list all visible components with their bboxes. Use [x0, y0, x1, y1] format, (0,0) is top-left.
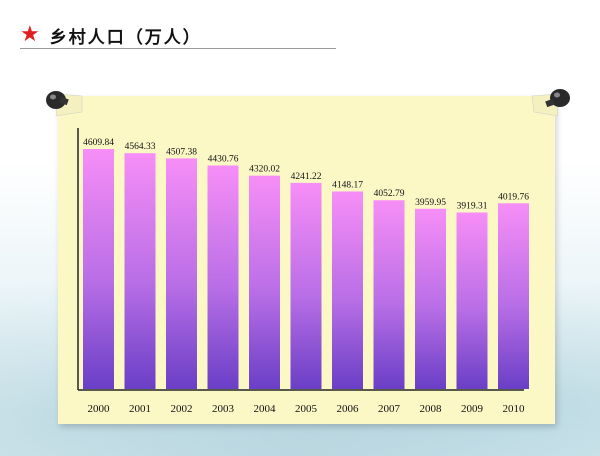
bar-2008: [415, 208, 446, 389]
bar-2010: [498, 203, 529, 389]
slide-header: ★ 乡村人口（万人）: [20, 22, 202, 48]
data-label-2005: 4241.22: [291, 172, 322, 182]
page-title: 乡村人口（万人）: [49, 27, 202, 48]
x-tick-label-2001: 2001: [129, 403, 151, 415]
data-label-2002: 4507.38: [166, 147, 197, 157]
data-label-2004: 4320.02: [249, 165, 280, 175]
bar-2005: [290, 182, 322, 389]
right-pushpin-icon: [531, 89, 570, 117]
red-star-icon: ★: [20, 22, 40, 47]
x-tick-label-2006: 2006: [337, 403, 360, 415]
x-tick-label-2010: 2010: [503, 403, 526, 415]
data-label-2000: 4609.84: [83, 138, 114, 148]
data-label-2006: 4148.17: [332, 180, 363, 190]
data-label-2008: 3959.95: [415, 198, 446, 208]
x-tick-label-2005: 2005: [295, 403, 318, 415]
bar-2002: [166, 158, 197, 389]
bar-2004: [249, 175, 280, 389]
bar-2009: [456, 212, 488, 389]
bar-2000: [83, 149, 114, 389]
x-tick-label-2002: 2002: [171, 403, 193, 415]
left-pushpin-icon: [46, 91, 83, 117]
bar-2007: [373, 200, 405, 389]
data-label-2003: 4430.76: [208, 154, 239, 164]
x-tick-label-2000: 2000: [88, 403, 111, 415]
x-tick-label-2008: 2008: [420, 403, 443, 415]
data-label-2001: 4564.33: [125, 142, 156, 152]
bar-2001: [124, 153, 156, 389]
x-tick-label-2007: 2007: [378, 403, 401, 415]
data-label-2010: 4019.76: [498, 192, 529, 202]
x-tick-label-2003: 2003: [212, 403, 235, 415]
data-label-2009: 3919.31: [457, 202, 488, 212]
data-label-2007: 4052.79: [374, 189, 405, 199]
title-underline: [20, 48, 336, 49]
bar-2003: [207, 165, 239, 389]
x-tick-label-2009: 2009: [461, 403, 484, 415]
x-tick-label-2004: 2004: [254, 403, 277, 415]
bar-2006: [332, 191, 363, 389]
